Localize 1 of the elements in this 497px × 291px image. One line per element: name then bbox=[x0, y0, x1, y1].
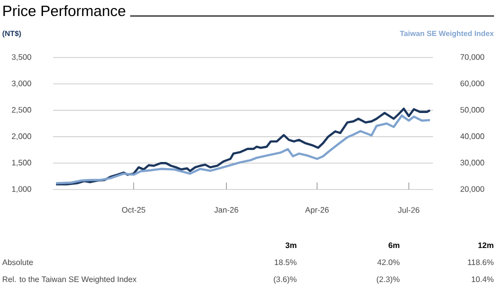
chart-title: Price Performance bbox=[3, 5, 126, 16]
